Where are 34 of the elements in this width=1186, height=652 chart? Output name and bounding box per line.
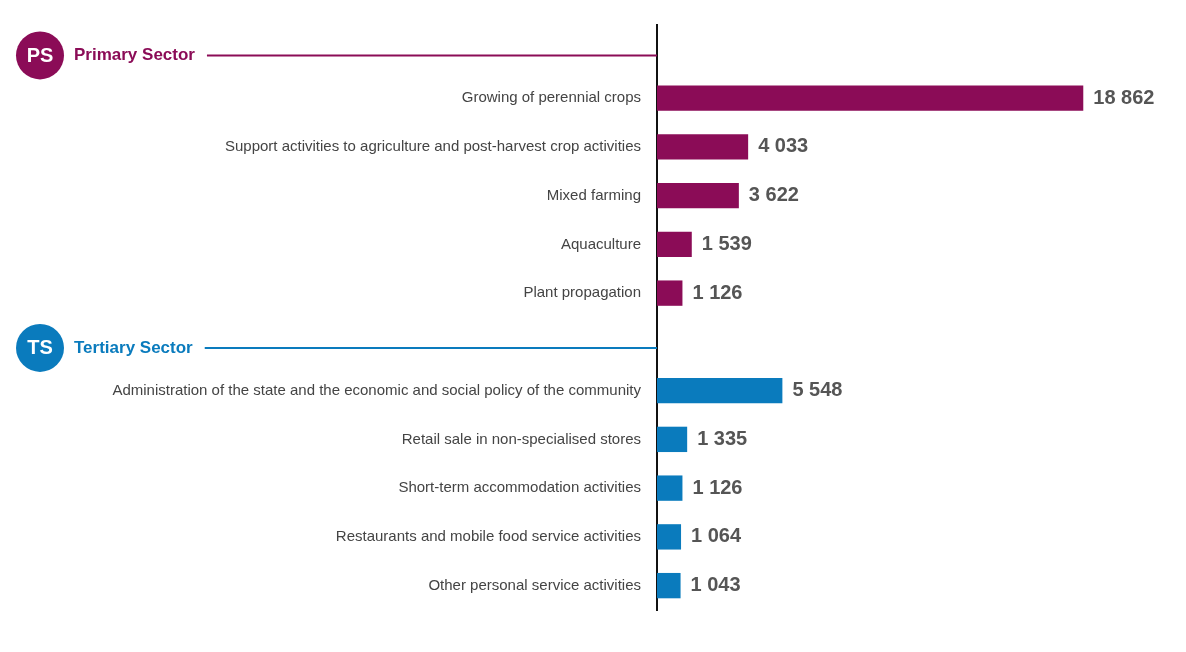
data-label: 1 539 (701, 231, 752, 254)
bar (657, 85, 1084, 111)
text: PS (26, 43, 54, 66)
text: TS (27, 336, 53, 359)
bar (657, 377, 783, 404)
y-tick-label: Short-term accommodation activities (398, 478, 641, 496)
data-label: 3 622 (748, 183, 799, 206)
bar (657, 572, 681, 599)
y-tick-label: Administration of the state and the economic and social policy of the community (112, 380, 642, 398)
data-label: 1 335 (697, 426, 748, 449)
y-tick-label: Retail sale in non-specialised stores (401, 429, 641, 447)
y-tick-label: Growing of perennial crops (461, 88, 641, 106)
data-label: 4 033 (758, 134, 809, 157)
bar (657, 182, 739, 209)
data-label: 1 064 (691, 524, 742, 547)
text: Primary Sector (74, 45, 196, 65)
bar (657, 426, 688, 453)
data-label: 5 548 (792, 378, 843, 401)
data-label: 1 126 (692, 280, 743, 303)
text: Tertiary Sector (74, 337, 194, 357)
data-label: 1 043 (690, 573, 741, 596)
data-label: 18 862 (1093, 85, 1155, 108)
bar (657, 475, 683, 501)
bar (657, 280, 683, 306)
data-label: 1 126 (692, 475, 743, 498)
y-tick-label: Mixed farming (546, 185, 641, 203)
y-tick-label: Support activities to agriculture and post-harvest crop activities (224, 137, 641, 155)
y-tick-label: Other personal service activities (428, 575, 641, 593)
bar (657, 524, 682, 550)
bar (657, 134, 749, 160)
y-tick-label: Restaurants and mobile food service activities (335, 527, 641, 545)
y-tick-label: Aquaculture (560, 234, 641, 252)
y-tick-label: Plant propagation (523, 283, 641, 301)
bar (657, 231, 692, 258)
